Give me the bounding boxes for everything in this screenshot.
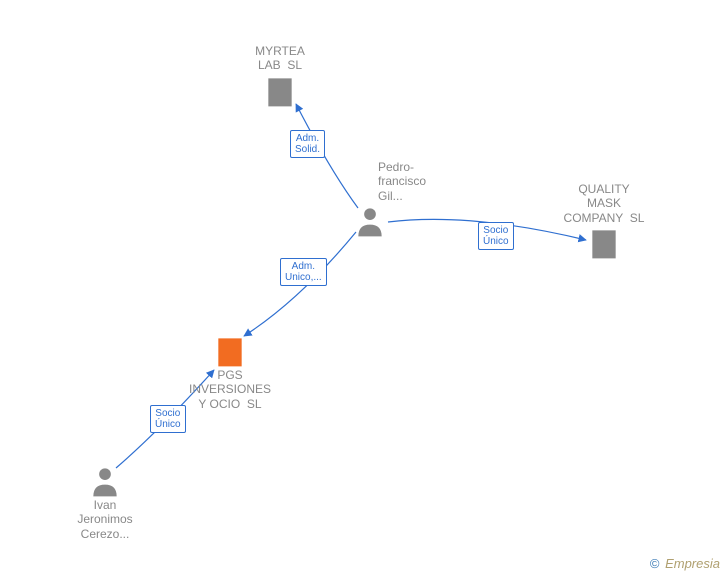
diagram-canvas (0, 0, 728, 575)
company-icon-myrtea[interactable] (268, 78, 291, 106)
node-label-pgs: PGS INVERSIONES Y OCIO SL (175, 368, 285, 411)
watermark: © Empresia (650, 556, 720, 571)
person-icon-ivan[interactable] (93, 468, 116, 496)
node-label-ivan: Ivan Jeronimos Cerezo... (50, 498, 160, 541)
company-icon-pgs[interactable] (218, 338, 241, 366)
edge-label-pedro-pgs: Adm. Unico,... (280, 258, 327, 286)
person-icon-pedro[interactable] (358, 208, 381, 236)
node-label-myrtea: MYRTEA LAB SL (225, 44, 335, 73)
company-icon-quality[interactable] (592, 230, 615, 258)
edge-label-pedro-quality: Socio Único (478, 222, 514, 250)
watermark-text: Empresia (665, 556, 720, 571)
node-label-quality: QUALITY MASK COMPANY SL (549, 182, 659, 225)
edge-label-pedro-myrtea: Adm. Solid. (290, 130, 325, 158)
node-label-pedro: Pedro- francisco Gil... (378, 160, 488, 203)
copyright-symbol: © (650, 556, 660, 571)
edge-label-ivan-pgs: Socio Único (150, 405, 186, 433)
